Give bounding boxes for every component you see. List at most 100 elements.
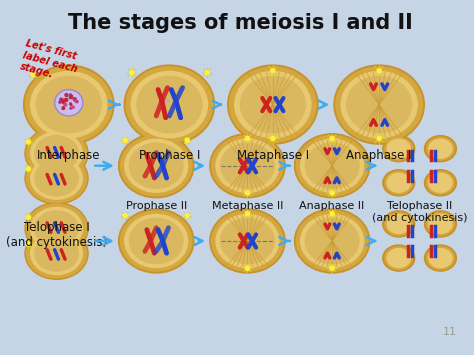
Text: Telophase I
(and cytokinesis): Telophase I (and cytokinesis) <box>6 220 107 248</box>
Ellipse shape <box>305 218 359 263</box>
Ellipse shape <box>385 171 412 194</box>
Ellipse shape <box>125 214 188 267</box>
Ellipse shape <box>216 214 279 267</box>
Ellipse shape <box>24 65 114 144</box>
Ellipse shape <box>383 136 415 162</box>
Text: Let's first
label each
stage.: Let's first label each stage. <box>19 39 82 86</box>
Ellipse shape <box>229 67 316 142</box>
Circle shape <box>377 136 381 141</box>
Text: 11: 11 <box>443 327 457 337</box>
Ellipse shape <box>129 218 183 263</box>
Circle shape <box>70 94 71 96</box>
Circle shape <box>70 108 72 109</box>
Ellipse shape <box>118 209 194 273</box>
Ellipse shape <box>27 154 87 203</box>
Circle shape <box>246 191 249 195</box>
Ellipse shape <box>301 214 364 267</box>
Ellipse shape <box>55 89 83 116</box>
Ellipse shape <box>164 99 169 103</box>
Circle shape <box>330 136 334 141</box>
Text: Telophase II
(and cytokinesis): Telophase II (and cytokinesis) <box>372 202 467 223</box>
Ellipse shape <box>228 65 318 144</box>
Ellipse shape <box>429 248 452 268</box>
Circle shape <box>62 107 64 109</box>
Circle shape <box>246 136 249 141</box>
Circle shape <box>63 99 65 101</box>
Ellipse shape <box>25 228 88 279</box>
Ellipse shape <box>341 71 417 138</box>
Ellipse shape <box>137 76 202 133</box>
Ellipse shape <box>387 139 410 158</box>
Circle shape <box>26 140 30 144</box>
Circle shape <box>62 100 65 103</box>
Circle shape <box>330 266 334 270</box>
Ellipse shape <box>26 67 112 142</box>
Circle shape <box>246 212 249 216</box>
Text: Prophase I: Prophase I <box>139 149 200 162</box>
Ellipse shape <box>235 71 311 138</box>
Circle shape <box>72 106 74 108</box>
Ellipse shape <box>387 214 410 233</box>
Ellipse shape <box>427 137 454 160</box>
Ellipse shape <box>120 136 192 196</box>
Ellipse shape <box>305 143 359 188</box>
Ellipse shape <box>25 127 88 179</box>
Circle shape <box>70 103 72 104</box>
Ellipse shape <box>425 136 456 162</box>
Circle shape <box>330 212 334 216</box>
Ellipse shape <box>129 143 183 188</box>
Ellipse shape <box>425 170 456 196</box>
Ellipse shape <box>216 139 279 192</box>
Ellipse shape <box>385 137 412 160</box>
Ellipse shape <box>35 160 78 196</box>
Ellipse shape <box>427 171 454 194</box>
Ellipse shape <box>334 65 424 144</box>
Circle shape <box>26 167 30 171</box>
Circle shape <box>64 103 67 106</box>
Ellipse shape <box>296 136 368 196</box>
Circle shape <box>70 104 72 105</box>
Ellipse shape <box>383 245 415 271</box>
Circle shape <box>271 69 275 73</box>
Circle shape <box>75 100 77 102</box>
Circle shape <box>26 215 30 219</box>
Ellipse shape <box>294 209 370 273</box>
Ellipse shape <box>240 76 305 133</box>
Circle shape <box>60 98 63 101</box>
Circle shape <box>64 104 66 106</box>
Circle shape <box>59 102 61 103</box>
Text: Metaphase II: Metaphase II <box>212 202 283 212</box>
Ellipse shape <box>221 143 274 188</box>
Ellipse shape <box>36 76 101 133</box>
Ellipse shape <box>131 71 208 138</box>
Text: Anaphase II: Anaphase II <box>300 202 365 212</box>
Circle shape <box>70 95 73 97</box>
Ellipse shape <box>427 247 454 269</box>
Text: Anaphase I: Anaphase I <box>346 149 412 162</box>
Circle shape <box>130 71 134 75</box>
Ellipse shape <box>27 204 87 253</box>
Ellipse shape <box>210 134 285 198</box>
Ellipse shape <box>429 214 452 233</box>
Text: Interphase: Interphase <box>37 149 100 162</box>
Circle shape <box>69 95 73 99</box>
Text: The stages of meiosis I and II: The stages of meiosis I and II <box>68 13 412 33</box>
Ellipse shape <box>31 157 82 199</box>
Ellipse shape <box>294 134 370 198</box>
Ellipse shape <box>387 248 410 268</box>
Ellipse shape <box>27 229 87 278</box>
Ellipse shape <box>31 71 107 138</box>
Ellipse shape <box>383 170 415 196</box>
Text: Metaphase I: Metaphase I <box>237 149 309 162</box>
Ellipse shape <box>385 247 412 269</box>
Ellipse shape <box>56 91 82 114</box>
Circle shape <box>65 94 68 97</box>
Ellipse shape <box>212 136 283 196</box>
Ellipse shape <box>425 211 456 237</box>
Ellipse shape <box>126 67 213 142</box>
Ellipse shape <box>385 213 412 235</box>
Circle shape <box>377 69 381 73</box>
Ellipse shape <box>25 152 88 204</box>
Ellipse shape <box>383 211 415 237</box>
Circle shape <box>246 266 249 270</box>
